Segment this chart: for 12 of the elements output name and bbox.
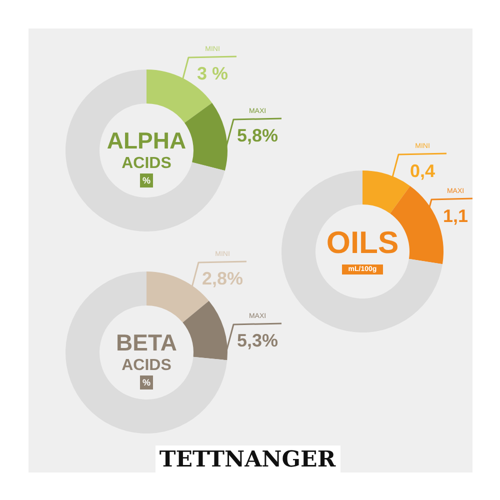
text: ALPHA ACIDS [106, 128, 186, 172]
text: % [142, 176, 151, 186]
text: 5,8% [236, 126, 278, 146]
text: 2,8% [202, 268, 244, 288]
text: 3 % [196, 64, 228, 84]
text: 1,1 [442, 206, 468, 226]
text: OILS [326, 225, 399, 260]
text: 5,3% [236, 330, 278, 350]
text: TETTNANGER [159, 446, 336, 472]
text: BETA ACIDS [116, 330, 177, 374]
text: % [142, 378, 151, 388]
text: 0,4 [410, 161, 436, 181]
